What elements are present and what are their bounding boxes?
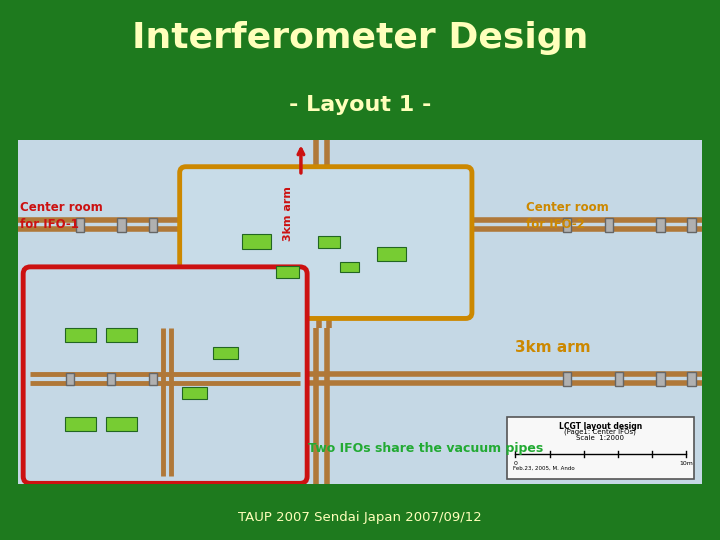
Text: Center room
for IFO-2: Center room for IFO-2 bbox=[526, 201, 608, 231]
Text: Scale  1:2000: Scale 1:2000 bbox=[577, 435, 624, 441]
Text: LCGT layout design: LCGT layout design bbox=[559, 422, 642, 431]
Bar bbox=[688, 218, 696, 232]
Bar bbox=[688, 372, 696, 386]
Text: 0: 0 bbox=[513, 461, 518, 466]
Bar bbox=[213, 347, 238, 359]
Text: 3km arm: 3km arm bbox=[516, 340, 591, 355]
Text: 10m: 10m bbox=[680, 461, 693, 466]
Bar bbox=[148, 373, 157, 385]
Bar bbox=[18, 140, 702, 328]
Bar bbox=[615, 372, 624, 386]
Text: 3km arm: 3km arm bbox=[284, 186, 294, 241]
Bar bbox=[657, 372, 665, 386]
Bar bbox=[181, 387, 207, 400]
Bar bbox=[605, 218, 613, 232]
Text: Center room
for IFO-1: Center room for IFO-1 bbox=[20, 201, 103, 231]
FancyBboxPatch shape bbox=[23, 267, 307, 483]
Bar bbox=[66, 373, 74, 385]
Bar bbox=[507, 416, 693, 480]
Text: Two IFOs share the vacuum pipes: Two IFOs share the vacuum pipes bbox=[308, 442, 544, 455]
Text: - Layout 1 -: - Layout 1 - bbox=[289, 95, 431, 116]
Bar bbox=[563, 372, 572, 386]
Bar bbox=[65, 328, 96, 342]
FancyBboxPatch shape bbox=[180, 167, 472, 319]
Bar bbox=[65, 416, 96, 431]
Bar bbox=[117, 218, 126, 232]
Bar bbox=[107, 373, 115, 385]
Bar bbox=[148, 218, 157, 232]
Bar bbox=[563, 218, 572, 232]
Bar bbox=[106, 328, 138, 342]
Text: Interferometer Design: Interferometer Design bbox=[132, 21, 588, 55]
Bar bbox=[276, 266, 299, 278]
Bar bbox=[341, 262, 359, 272]
Bar bbox=[76, 218, 84, 232]
Text: (Page1: Center IFOs): (Page1: Center IFOs) bbox=[564, 429, 636, 435]
Bar bbox=[657, 218, 665, 232]
Bar bbox=[377, 247, 405, 261]
Text: TAUP 2007 Sendai Japan 2007/09/12: TAUP 2007 Sendai Japan 2007/09/12 bbox=[238, 511, 482, 524]
Bar bbox=[318, 235, 341, 248]
Text: Feb.23, 2005, M. Ando: Feb.23, 2005, M. Ando bbox=[513, 466, 575, 471]
Bar bbox=[242, 234, 271, 248]
Bar bbox=[18, 328, 702, 484]
Bar bbox=[106, 416, 138, 431]
